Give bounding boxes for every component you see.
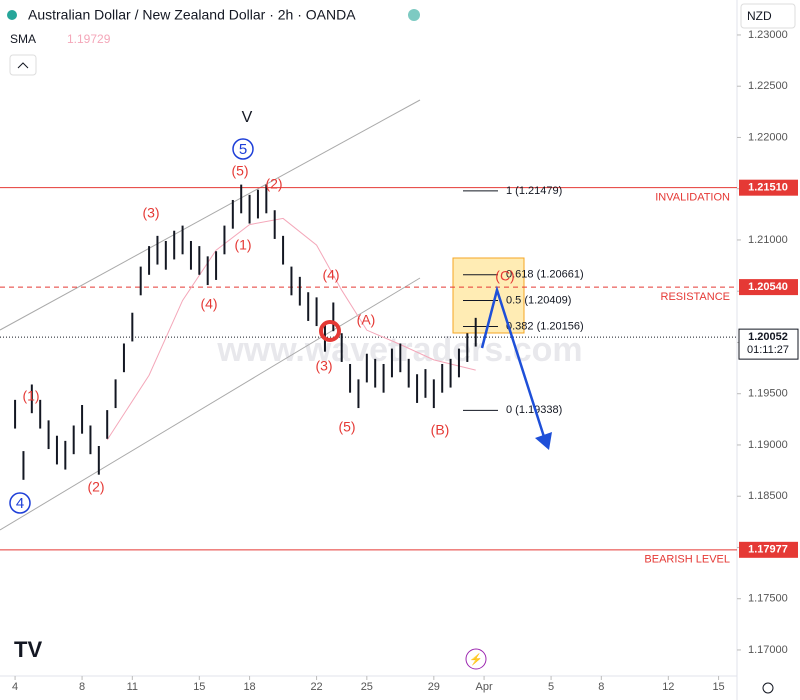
wave-label: 4 xyxy=(16,495,24,512)
wave-label: (3) xyxy=(315,358,332,374)
collapse-button[interactable] xyxy=(9,54,37,76)
level-name: RESISTANCE xyxy=(661,291,730,303)
wave-circle xyxy=(232,138,254,160)
price-tag-label: 1.17977 xyxy=(748,544,788,556)
fib-label: 0.5 (1.20409) xyxy=(506,294,571,306)
x-tick-label: 5 xyxy=(548,681,554,693)
x-tick-label: 25 xyxy=(361,681,373,693)
wave-label: (B) xyxy=(431,422,450,438)
wave-label: (5) xyxy=(231,163,248,179)
wave-label: 5 xyxy=(239,141,247,158)
wave-label: (C) xyxy=(495,268,514,284)
wave-label: (4) xyxy=(200,296,217,312)
settings-icon[interactable] xyxy=(762,682,774,694)
x-tick-label: 12 xyxy=(662,681,674,693)
y-tick-label: 1.17000 xyxy=(748,644,788,656)
sma-line xyxy=(106,217,476,441)
projection-arrow xyxy=(480,285,547,441)
arrow-head xyxy=(535,432,552,450)
y-tick-label: 1.22500 xyxy=(748,80,788,92)
wave-label: (1) xyxy=(234,237,251,253)
channel-upper xyxy=(0,99,421,331)
level-name: BEARISH LEVEL xyxy=(644,554,730,566)
x-tick-label: 15 xyxy=(712,681,724,693)
price-tag xyxy=(739,279,798,296)
y-tick-label: 1.17500 xyxy=(748,593,788,605)
wave-label: (2) xyxy=(265,176,282,192)
indicator-name: SMA xyxy=(10,32,36,46)
fib-label: 1 (1.21479) xyxy=(506,185,562,197)
event-glyph: ⚡ xyxy=(469,653,483,666)
price-tag xyxy=(739,179,798,196)
x-tick-label: 4 xyxy=(12,681,18,693)
fib-label: 0.618 (1.20661) xyxy=(506,269,584,281)
currency-button[interactable] xyxy=(740,3,796,29)
y-tick-label: 1.18500 xyxy=(748,490,788,502)
x-tick-label: Apr xyxy=(476,681,493,693)
logo: TV xyxy=(14,637,42,662)
fib-label: 0 (1.19338) xyxy=(506,404,562,416)
y-tick-label: 1.23000 xyxy=(748,29,788,41)
event-icon[interactable] xyxy=(465,648,487,670)
wave-label: (1) xyxy=(22,388,39,404)
countdown: 01:11:27 xyxy=(747,344,789,356)
x-tick-label: 8 xyxy=(598,681,604,693)
wave-label: (3) xyxy=(142,205,159,221)
highlight-circle xyxy=(319,320,341,342)
x-tick-label: 29 xyxy=(428,681,440,693)
price-tag xyxy=(738,328,799,360)
price-tag-label: 1.20540 xyxy=(748,281,788,293)
x-tick-label: 15 xyxy=(193,681,205,693)
x-tick-label: 22 xyxy=(310,681,322,693)
price-tag-label: 1.21510 xyxy=(748,182,788,194)
y-tick-label: 1.21000 xyxy=(748,234,788,246)
status-dot xyxy=(7,10,17,20)
price-tag xyxy=(739,541,798,558)
wave-label: (5) xyxy=(338,419,355,435)
x-tick-label: 18 xyxy=(243,681,255,693)
wave-label: V xyxy=(242,109,253,126)
market-icon xyxy=(408,9,420,21)
channel-lower xyxy=(0,277,421,531)
currency: NZD xyxy=(747,9,772,23)
y-tick-label: 1.19000 xyxy=(748,439,788,451)
fib-label: 0.382 (1.20156) xyxy=(506,320,584,332)
wave-circle xyxy=(9,492,31,514)
y-tick-label: 1.22000 xyxy=(748,131,788,143)
wave-label: (2) xyxy=(87,479,104,495)
y-tick-label: 1.19500 xyxy=(748,388,788,400)
indicator-value: 1.19729 xyxy=(67,32,111,46)
wave-label: (4) xyxy=(322,267,339,283)
collapse-icon xyxy=(17,62,29,69)
x-tick-label: 11 xyxy=(127,681,138,693)
price-tag-label: 1.20052 xyxy=(748,331,788,343)
x-tick-label: 8 xyxy=(79,681,85,693)
wave-label: (A) xyxy=(357,312,376,328)
level-name: INVALIDATION xyxy=(655,192,730,204)
symbol-title: Australian Dollar / New Zealand Dollar ·… xyxy=(28,7,356,23)
